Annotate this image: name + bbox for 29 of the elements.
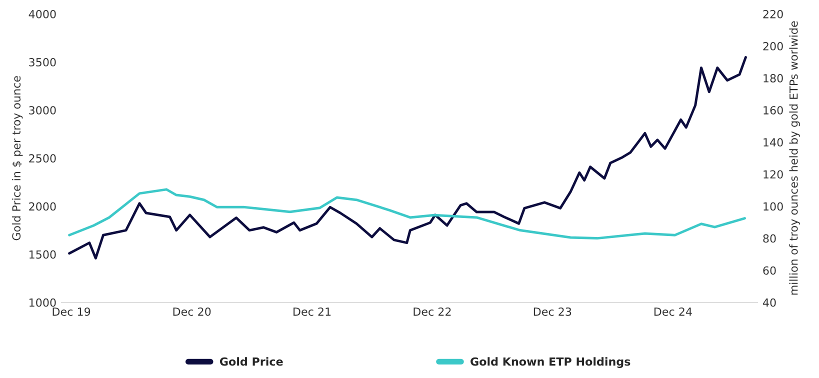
x-tick-label: Dec 24 xyxy=(654,307,692,316)
y2-tick-label: 200 xyxy=(763,42,783,50)
y2-tick-label: 60 xyxy=(763,266,776,275)
x-tick-label: Dec 22 xyxy=(414,307,451,316)
y-tick-label: 3000 xyxy=(29,106,56,115)
x-tick-label: Dec 23 xyxy=(534,307,572,316)
line-series xyxy=(68,56,747,260)
legend-label: Gold Known ETP Holdings xyxy=(470,357,630,368)
y2-tick-label: 40 xyxy=(762,298,776,307)
y-axis-title: Gold Price in $ per troy ounce xyxy=(12,76,23,240)
line-series xyxy=(68,188,746,240)
y2-tick-label: 220 xyxy=(763,10,783,18)
y2-tick-label: 120 xyxy=(764,170,783,179)
y-tick-label: 2500 xyxy=(29,154,56,163)
y2-tick-label: 180 xyxy=(764,74,783,82)
y2-axis-title: million of troy ounces held by gold ETPs worlwide xyxy=(789,21,800,295)
y2-tick-label: 100 xyxy=(764,202,783,211)
legend-label: Gold Price xyxy=(220,357,283,366)
y-tick-label: 1500 xyxy=(30,250,56,259)
y2-tick-label: 80 xyxy=(763,234,776,243)
y2-tick-label: 140 xyxy=(764,138,783,147)
x-tick-label: Dec 20 xyxy=(173,307,211,316)
y-tick-label: 4000 xyxy=(28,10,56,18)
y-tick-label: 3500 xyxy=(29,58,56,66)
x-tick-label: Dec 21 xyxy=(294,307,331,316)
x-tick-label: Dec 19 xyxy=(52,307,90,316)
y-tick-label: 1000 xyxy=(30,298,56,307)
y-tick-label: 2000 xyxy=(29,202,56,211)
y2-tick-label: 160 xyxy=(764,106,783,115)
